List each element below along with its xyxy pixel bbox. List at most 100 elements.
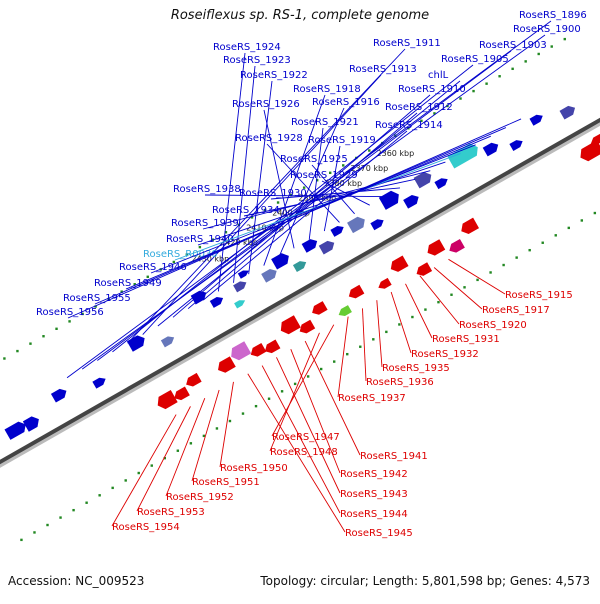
top-leader-line (270, 187, 401, 200)
top-leader-line (157, 80, 461, 327)
tick-label: 2380 kbp (324, 179, 362, 188)
forward-gene (4, 421, 26, 440)
bottom-leader-line (219, 381, 234, 468)
bottom-gene-label: RoseRS_1943 (340, 489, 408, 500)
ring-outer-top-dot (276, 201, 280, 204)
ring-outer-top-dot (302, 186, 306, 189)
top-gene-label: RoseRS_1938 (173, 184, 241, 195)
ring-outer-bottom-dot (333, 360, 336, 363)
bottom-gene-label: RoseRS_1947 (272, 432, 340, 443)
ring-outer-top-dot (42, 335, 45, 338)
top-leader-line (150, 144, 476, 274)
forward-gene (347, 216, 365, 234)
ring-outer-top-dot (146, 275, 149, 279)
ring-outer-top-dot (68, 320, 71, 323)
forward-gene (447, 143, 478, 169)
reverse-gene (174, 386, 190, 401)
genome-backbone (0, 117, 600, 465)
top-leader-line (233, 65, 256, 283)
bottom-leader-line (247, 373, 346, 533)
ring-outer-bottom-dot (228, 419, 232, 423)
ring-outer-bottom-dot (176, 449, 180, 452)
ring-outer-top-dot (3, 357, 6, 360)
ring-outer-bottom-dot (463, 286, 466, 289)
forward-gene (434, 178, 448, 190)
reverse-gene (427, 239, 446, 256)
ring-outer-bottom-dot (359, 345, 362, 348)
ring-outer-top-dot (172, 260, 176, 264)
bottom-leader-line (419, 275, 460, 325)
top-leader-line (187, 112, 418, 310)
ring-outer-bottom-dot (293, 382, 297, 386)
forward-gene (482, 142, 499, 157)
top-gene-label: RoseRS_1926 (232, 99, 300, 110)
top-gene-label: RoseRS_1918 (293, 84, 361, 95)
top-gene-label: RoseRS_R0030 (143, 249, 218, 260)
top-gene-label: RoseRS_1921 (291, 117, 359, 128)
bottom-gene-label: RoseRS_1950 (220, 463, 288, 474)
ring-outer-top-dot (420, 119, 423, 123)
ring-outer-bottom-dot (437, 300, 440, 304)
forward-gene (559, 105, 576, 120)
forward-gene (509, 140, 523, 151)
backbone-shadow (0, 120, 600, 468)
bottom-leader-line (111, 414, 177, 527)
top-leader-line (204, 194, 385, 198)
ring-outer-top-dot (198, 245, 202, 249)
reverse-gene (299, 319, 316, 334)
bottom-gene-label: RoseRS_1917 (482, 305, 550, 316)
bottom-leader-line (362, 308, 367, 382)
top-gene-label: RoseRS_1911 (373, 38, 441, 49)
ring-outer-bottom-dot (541, 241, 544, 244)
top-leader-line (308, 127, 324, 240)
bottom-gene-label: RoseRS_1951 (192, 477, 260, 488)
bottom-leader-line (165, 398, 206, 497)
bottom-gene-label: RoseRS_1931 (432, 334, 500, 345)
reverse-gene (378, 277, 392, 289)
reverse-gene (580, 140, 600, 162)
reverse-gene (590, 133, 600, 145)
ring-outer-top-dot (433, 112, 436, 115)
top-gene-label: RoseRS_1923 (223, 55, 291, 66)
ring-outer-bottom-dot (346, 352, 349, 356)
topology-label: Topology: circular; Length: 5,801,598 bp… (260, 574, 590, 588)
tick-label: 2430 kbp (191, 255, 229, 264)
bottom-gene-label: RoseRS_1932 (411, 349, 479, 360)
ring-outer-bottom-dot (150, 464, 153, 467)
top-gene-label: RoseRS_1934 (212, 205, 280, 216)
top-gene-label: RoseRS_1939 (171, 218, 239, 229)
top-leader-line (202, 130, 408, 301)
bottom-gene-label: RoseRS_1942 (340, 469, 408, 480)
reverse-gene (250, 342, 267, 357)
ring-outer-top-dot (498, 75, 501, 78)
top-gene-label: RoseRS_1946 (119, 262, 187, 273)
ring-outer-top-dot (368, 149, 371, 152)
ring-outer-top-dot (550, 45, 553, 48)
ring-outer-bottom-dot (85, 501, 88, 504)
ring-outer-bottom-dot (202, 434, 206, 438)
ring-outer-bottom-dot (593, 211, 597, 215)
top-gene-label: RoseRS_1924 (213, 42, 281, 53)
forward-gene (271, 253, 289, 270)
ring-outer-top-dot (94, 305, 97, 308)
tick-label: 2370 kbp (350, 164, 388, 173)
forward-gene (233, 281, 247, 293)
bottom-leader-line (448, 258, 506, 295)
ring-outer-bottom-dot (215, 427, 219, 430)
bottom-gene-label: RoseRS_1915 (505, 290, 573, 301)
forward-gene (234, 300, 246, 309)
ring-outer-top-dot (16, 349, 19, 353)
ring-outer-bottom-dot (398, 323, 401, 326)
ring-outer-top-dot (29, 342, 32, 345)
bottom-gene-label: RoseRS_1944 (340, 509, 408, 520)
top-gene-label: RoseRS_1949 (94, 278, 162, 289)
ring-outer-top-dot (485, 82, 488, 85)
accession-label: Accession: NC_009523 (8, 574, 145, 588)
forward-gene (330, 225, 344, 237)
ring-outer-bottom-dot (515, 256, 518, 259)
top-leader-line (321, 180, 370, 206)
forward-gene (50, 388, 67, 403)
reverse-gene (186, 372, 202, 387)
top-leader-line (263, 94, 326, 266)
